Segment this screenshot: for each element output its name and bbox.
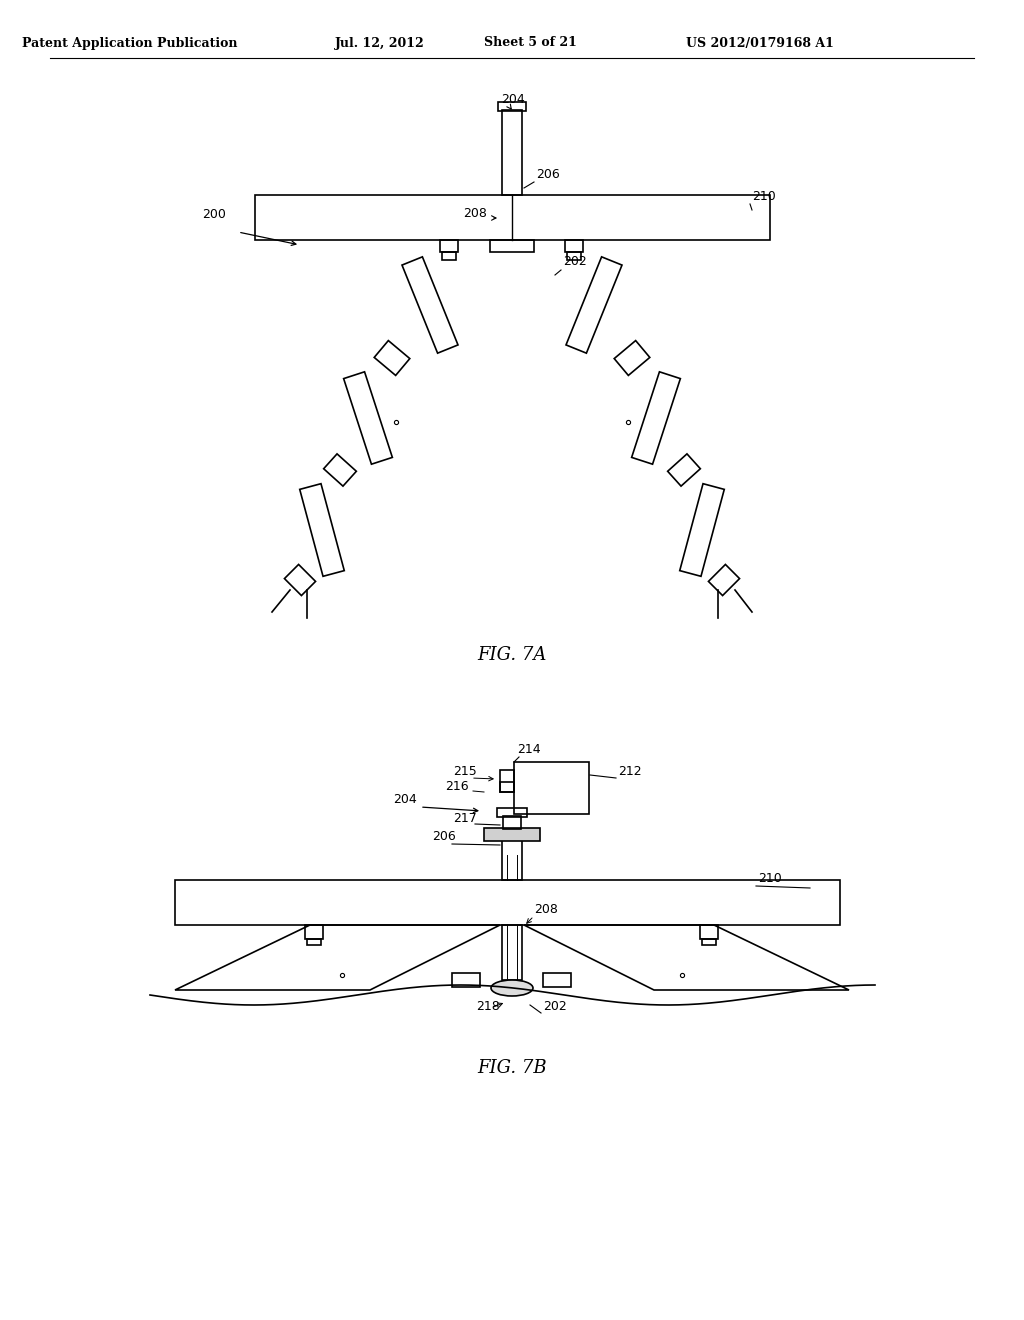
- Bar: [307, 939, 321, 945]
- Text: 202: 202: [563, 255, 587, 268]
- Text: 206: 206: [432, 830, 456, 843]
- Bar: [490, 240, 534, 252]
- Bar: [497, 808, 527, 817]
- Text: Jul. 12, 2012: Jul. 12, 2012: [335, 37, 425, 49]
- Text: 210: 210: [758, 873, 781, 884]
- Text: 208: 208: [463, 207, 486, 220]
- Bar: [500, 781, 514, 792]
- Bar: [502, 110, 522, 195]
- Bar: [702, 939, 716, 945]
- Text: 214: 214: [517, 743, 541, 756]
- Text: 206: 206: [536, 168, 560, 181]
- Bar: [502, 925, 522, 979]
- Bar: [700, 925, 718, 939]
- Text: 216: 216: [445, 780, 469, 793]
- Text: 218: 218: [476, 1001, 500, 1012]
- Bar: [442, 252, 456, 260]
- Bar: [502, 840, 522, 880]
- Text: Sheet 5 of 21: Sheet 5 of 21: [483, 37, 577, 49]
- Text: Patent Application Publication: Patent Application Publication: [23, 37, 238, 49]
- Bar: [498, 102, 526, 111]
- Ellipse shape: [490, 979, 534, 997]
- Text: FIG. 7A: FIG. 7A: [477, 645, 547, 664]
- Bar: [514, 762, 589, 814]
- Text: FIG. 7B: FIG. 7B: [477, 1059, 547, 1077]
- Bar: [503, 816, 521, 829]
- Bar: [255, 195, 770, 240]
- Bar: [440, 240, 458, 252]
- Text: 202: 202: [543, 1001, 566, 1012]
- Bar: [500, 770, 514, 792]
- Text: 212: 212: [618, 766, 642, 777]
- Bar: [543, 973, 571, 987]
- Text: 210: 210: [752, 190, 776, 203]
- Bar: [452, 973, 480, 987]
- Bar: [175, 880, 840, 925]
- Bar: [305, 925, 323, 939]
- Text: 200: 200: [202, 209, 226, 220]
- Bar: [484, 828, 540, 841]
- Text: 217: 217: [453, 812, 477, 825]
- Text: 208: 208: [534, 903, 558, 916]
- Bar: [567, 252, 581, 260]
- Text: 204: 204: [393, 793, 417, 807]
- Text: US 2012/0179168 A1: US 2012/0179168 A1: [686, 37, 834, 49]
- Text: 215: 215: [453, 766, 477, 777]
- Bar: [565, 240, 583, 252]
- Text: 204: 204: [501, 92, 524, 106]
